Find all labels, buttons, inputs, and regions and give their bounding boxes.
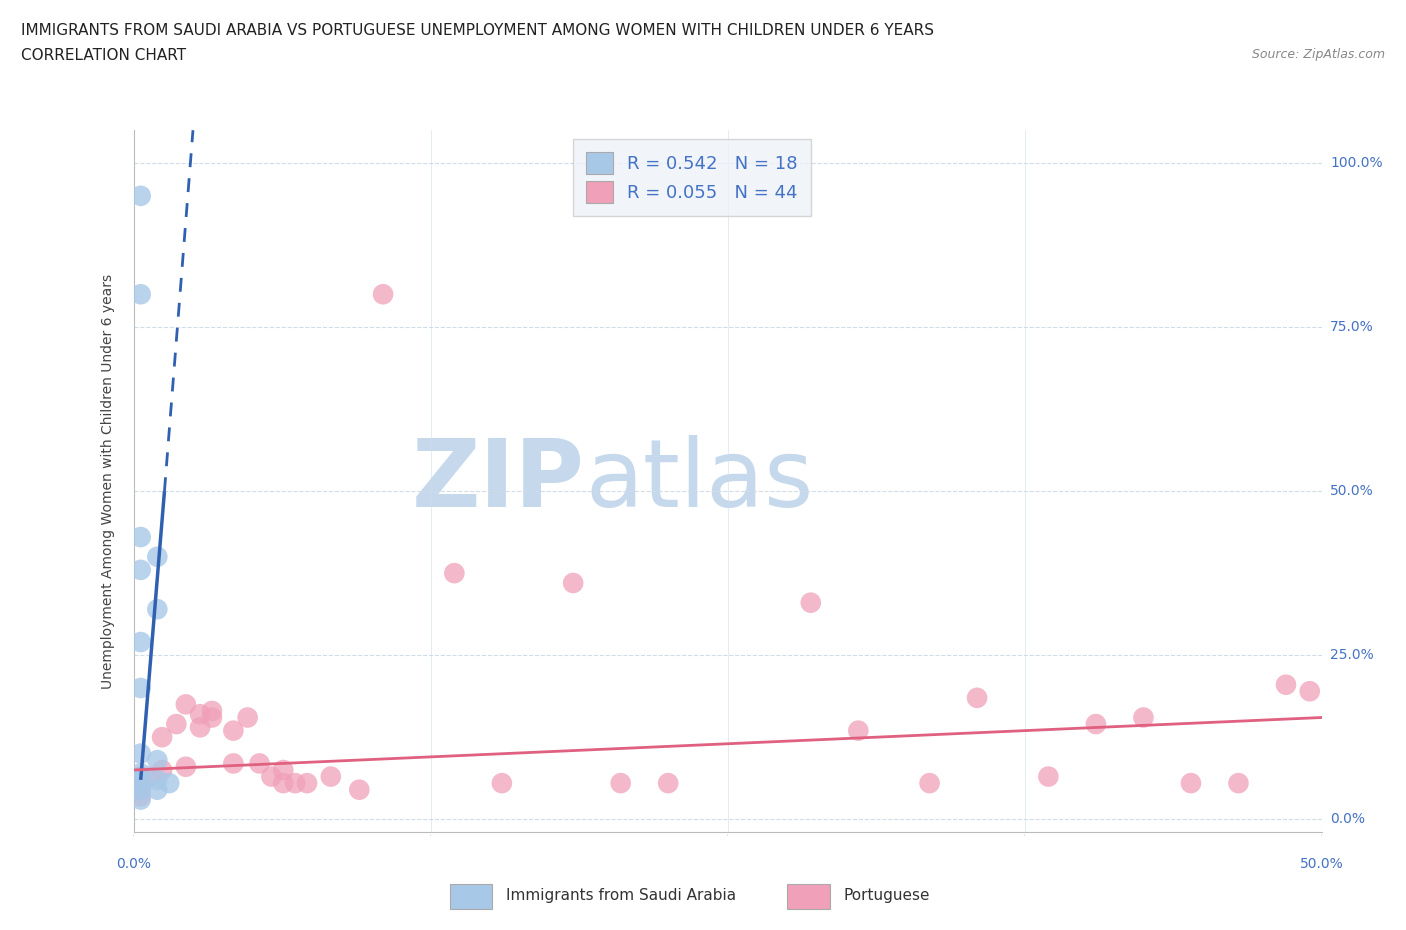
Text: 25.0%: 25.0% (1330, 648, 1374, 662)
Point (188, 707, 211, 722)
Text: 50.0%: 50.0% (1330, 485, 1374, 498)
Point (249, 756, 271, 771)
Point (129, 776, 152, 790)
Text: 100.0%: 100.0% (1330, 156, 1382, 170)
Point (284, 776, 307, 790)
Text: CORRELATION CHART: CORRELATION CHART (21, 48, 186, 63)
Y-axis label: Unemployment Among Women with Children Under 6 years: Unemployment Among Women with Children U… (101, 273, 115, 689)
Point (1038, 769, 1060, 784)
Text: Portuguese: Portuguese (844, 887, 931, 903)
Point (146, 752, 169, 767)
Point (371, 286, 394, 301)
Point (129, 765, 152, 780)
Point (846, 724, 869, 738)
Point (146, 773, 169, 788)
Point (129, 769, 152, 784)
Point (800, 595, 823, 610)
Point (129, 634, 152, 649)
Text: 0.0%: 0.0% (1330, 812, 1365, 826)
Point (260, 769, 283, 784)
Point (222, 756, 245, 771)
Point (201, 711, 224, 725)
Point (150, 730, 173, 745)
Text: ZIP: ZIP (412, 435, 585, 527)
Point (271, 776, 294, 790)
Point (201, 703, 224, 718)
Point (918, 776, 941, 790)
Point (295, 776, 318, 790)
Point (157, 776, 180, 790)
Point (146, 550, 169, 565)
Point (146, 602, 169, 617)
Point (1180, 776, 1202, 790)
Point (443, 565, 465, 580)
Legend: R = 0.542   N = 18, R = 0.055   N = 44: R = 0.542 N = 18, R = 0.055 N = 44 (574, 140, 811, 216)
Point (129, 776, 152, 790)
Point (129, 681, 152, 696)
Point (1299, 684, 1322, 698)
Text: 0.0%: 0.0% (117, 857, 150, 871)
Point (1227, 776, 1250, 790)
Point (966, 690, 988, 705)
Point (271, 763, 294, 777)
Point (174, 759, 197, 774)
Point (1275, 677, 1298, 692)
Point (1084, 717, 1107, 732)
Point (165, 717, 187, 732)
Text: IMMIGRANTS FROM SAUDI ARABIA VS PORTUGUESE UNEMPLOYMENT AMONG WOMEN WITH CHILDRE: IMMIGRANTS FROM SAUDI ARABIA VS PORTUGUE… (21, 23, 934, 38)
Point (491, 776, 513, 790)
Point (657, 776, 679, 790)
Point (129, 773, 152, 788)
Point (129, 782, 152, 797)
Point (129, 563, 152, 578)
Point (129, 189, 152, 204)
Point (129, 792, 152, 807)
Point (319, 769, 342, 784)
Text: Source: ZipAtlas.com: Source: ZipAtlas.com (1251, 48, 1385, 61)
Point (129, 789, 152, 804)
Point (174, 697, 197, 711)
FancyBboxPatch shape (450, 884, 492, 910)
Point (129, 782, 152, 797)
Point (129, 286, 152, 301)
Text: Immigrants from Saudi Arabia: Immigrants from Saudi Arabia (506, 887, 737, 903)
Point (139, 769, 162, 784)
Point (146, 782, 169, 797)
Point (349, 782, 371, 797)
Point (129, 769, 152, 784)
Text: 50.0%: 50.0% (1299, 857, 1344, 871)
FancyBboxPatch shape (787, 884, 830, 910)
Point (609, 776, 631, 790)
Point (222, 724, 245, 738)
Text: atlas: atlas (585, 435, 813, 527)
Point (188, 720, 211, 735)
Point (562, 576, 585, 591)
Point (129, 746, 152, 761)
Point (150, 763, 173, 777)
Point (129, 529, 152, 544)
Point (236, 711, 259, 725)
Point (1132, 711, 1154, 725)
Text: 75.0%: 75.0% (1330, 320, 1374, 334)
Point (129, 776, 152, 790)
